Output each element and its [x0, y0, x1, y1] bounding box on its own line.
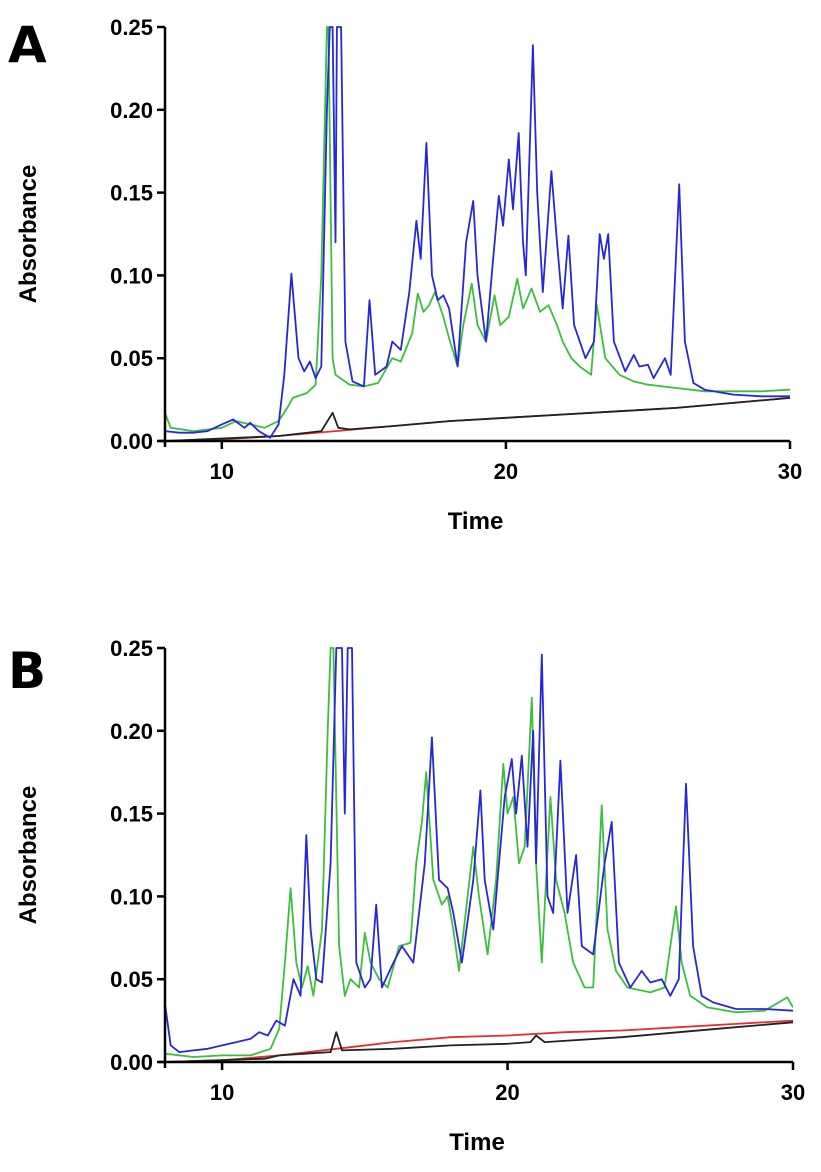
y-axis-title: Absorbance	[15, 165, 42, 304]
x-tick-label: 30	[778, 459, 802, 484]
series-line-red	[165, 1019, 793, 1062]
y-tick-label: 0.10	[110, 884, 153, 909]
y-tick-label: 0.20	[110, 719, 153, 744]
x-tick-label: 20	[495, 1080, 519, 1105]
y-tick-label: 0.15	[110, 802, 153, 827]
x-tick-label: 30	[781, 1080, 805, 1105]
y-tick-label: 0.15	[110, 181, 153, 206]
series-line-green	[165, 647, 793, 1058]
y-tick-label: 0.00	[110, 429, 153, 454]
chart-panel-b: 0.00 0.05 0.10 0.15 0.20 0.25 10 20 30 Time Absorb…	[8, 636, 805, 1156]
y-tick-label: 0.00	[110, 1050, 153, 1075]
x-tick-label: 10	[210, 1080, 234, 1105]
y-axis-title: Absorbance	[15, 786, 42, 925]
chart-panel-a: 0.00 0.05 0.10 0.15 0.20 0.25 10 20 30 Time Absorb…	[8, 15, 802, 535]
x-tick-label: 20	[494, 459, 518, 484]
plot-area	[165, 26, 790, 441]
series-line-black	[165, 1021, 793, 1062]
series-line-black	[165, 397, 790, 441]
x-tick-label: 10	[210, 459, 234, 484]
plot-area	[165, 647, 793, 1062]
series-line-blue	[165, 647, 793, 1053]
panel-label: B	[8, 642, 46, 700]
y-tick-label: 0.20	[110, 98, 153, 123]
y-tick-label: 0.05	[110, 346, 153, 371]
y-tick-label: 0.05	[110, 967, 153, 992]
panel-label: A	[8, 16, 47, 74]
series-line-green	[165, 26, 790, 432]
y-tick-label: 0.25	[110, 636, 153, 661]
x-axis-title: Time	[449, 1129, 505, 1156]
x-axis-title: Time	[448, 508, 504, 535]
y-tick-label: 0.10	[110, 263, 153, 288]
y-tick-label: 0.25	[110, 15, 153, 40]
series-line-blue	[165, 26, 790, 439]
